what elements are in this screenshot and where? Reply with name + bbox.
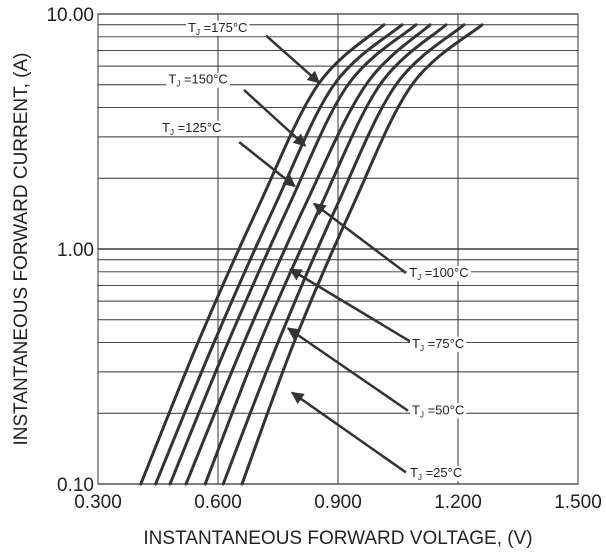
series-line [184, 23, 432, 486]
annotation-label: TJ =175°C [188, 20, 247, 37]
series-line [168, 23, 418, 486]
annotation-background [408, 466, 465, 482]
y-tick-label: 1.00 [57, 240, 94, 261]
annotation-arrow [265, 34, 321, 84]
y-tick-label: 10.00 [46, 5, 94, 26]
annotation-background [166, 72, 230, 88]
series-line [240, 23, 484, 486]
x-tick-label: 0.900 [314, 492, 362, 513]
x-tick-label: 1.500 [554, 492, 602, 513]
annotation-label: TJ =125°C [162, 120, 221, 137]
series-line [154, 23, 404, 486]
annotations: TJ =175°C TJ =150°C TJ =125°C TJ =100°C TJ =… [160, 20, 471, 482]
series-line [203, 23, 448, 486]
series-line [139, 23, 386, 486]
annotation-arrow [288, 268, 413, 344]
y-axis-title: INSTANTANEOUS FORWARD CURRENT, (A) [11, 52, 32, 445]
plot-frame [97, 13, 579, 485]
annotation-label: TJ =150°C [168, 72, 227, 89]
annotation-label: TJ =75°C [412, 336, 464, 353]
annotation-label: TJ =50°C [412, 402, 464, 419]
annotation-arrow [238, 141, 296, 188]
y-tick-label: 0.10 [57, 475, 94, 496]
annotation-arrow [243, 89, 307, 147]
annotation-arrow [290, 391, 407, 474]
x-tick-label: 0.600 [194, 492, 242, 513]
annotation-label: TJ =25°C [410, 465, 462, 482]
x-tick-label: 1.200 [434, 492, 482, 513]
annotation-background [407, 266, 471, 282]
annotation-background [186, 20, 250, 36]
annotation-background [160, 120, 224, 136]
annotation-arrow [286, 327, 409, 412]
annotation-label: TJ =100°C [409, 265, 468, 282]
x-tick-label: 0.300 [74, 492, 122, 513]
annotation-arrow [313, 202, 407, 275]
x-axis-title: INSTANTANEOUS FORWARD VOLTAGE, (V) [143, 528, 532, 549]
tick-labels: 0.300 0.600 0.900 1.200 1.500 0.10 1.00 10.00 [46, 5, 601, 513]
annotation-background [410, 403, 467, 419]
annotation-background [410, 336, 467, 352]
